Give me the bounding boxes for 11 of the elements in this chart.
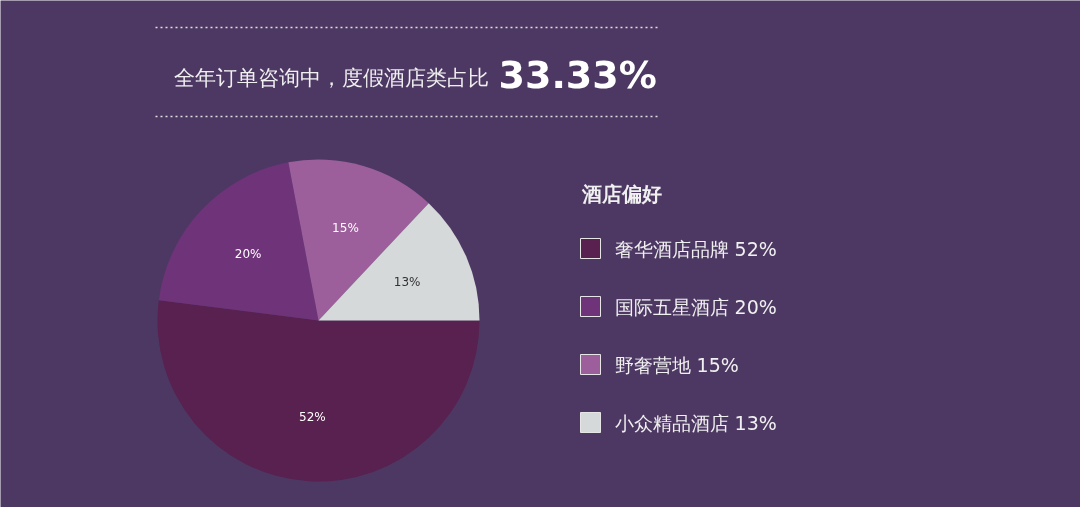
data-label: 52%: [299, 409, 326, 424]
legend-label: 国际五星酒店 20%: [614, 295, 777, 318]
data-label: 13%: [393, 275, 421, 290]
data-label: 20%: [234, 247, 262, 262]
text: 33.33%: [498, 52, 657, 97]
legend-label: 野奢营地 15%: [614, 353, 739, 376]
legend-title: 酒店偏好: [580, 181, 662, 206]
data-label: 15%: [332, 220, 359, 235]
chart-title: 全年订单咨询中，度假酒店类占比: [173, 65, 489, 90]
legend-label: 奢华酒店品牌 52%: [614, 237, 777, 260]
legend-label: 小众精品酒店 13%: [614, 411, 777, 434]
